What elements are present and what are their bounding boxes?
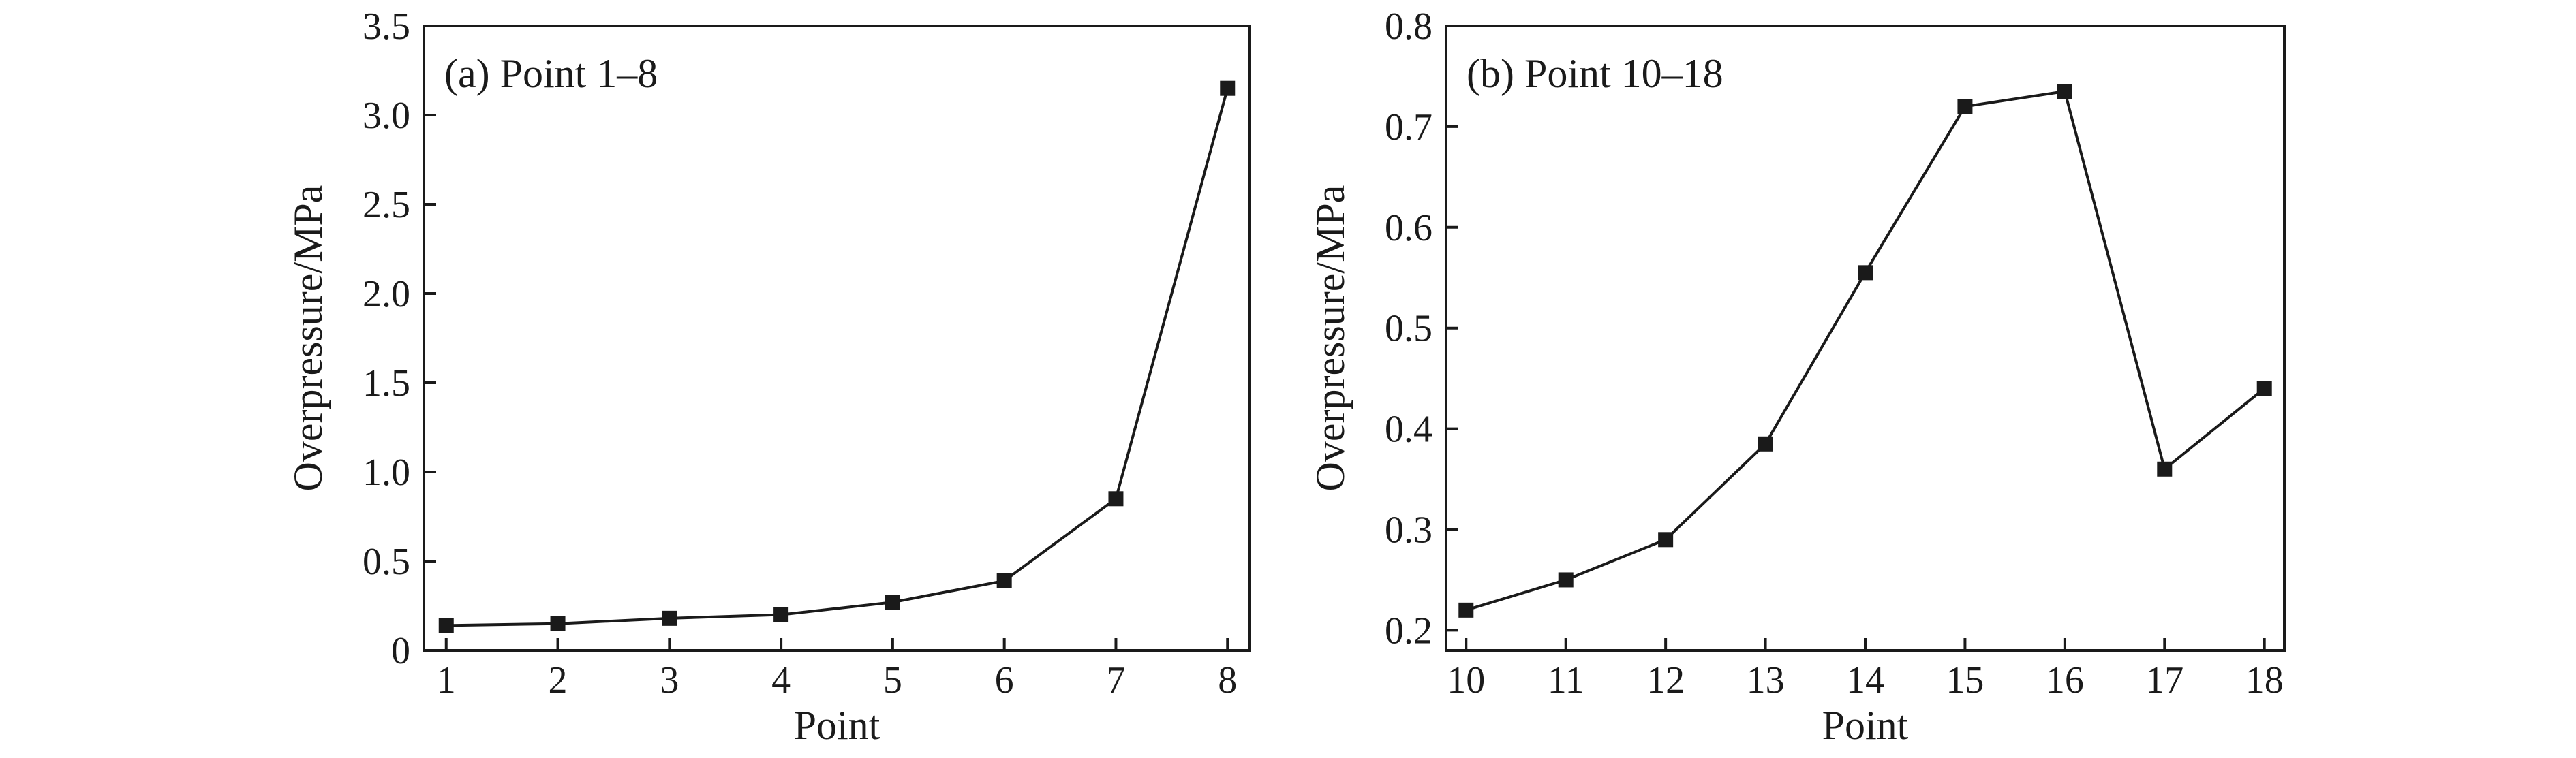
- x-tick-label-a: 6: [995, 659, 1014, 701]
- y-tick-label-b: 0.8: [1385, 5, 1432, 48]
- y-tick-label-b: 0.3: [1385, 509, 1432, 552]
- data-point-b: [1458, 602, 1474, 618]
- panel-title-a: (a) Point 1–8: [444, 51, 658, 96]
- data-point-b: [2057, 84, 2072, 99]
- y-tick-label-a: 2.5: [363, 184, 410, 226]
- x-axis-label-a: Point: [794, 703, 880, 748]
- y-tick-label-b: 0.6: [1385, 207, 1432, 249]
- data-point-a: [996, 573, 1012, 588]
- x-tick-label-b: 12: [1646, 659, 1685, 701]
- data-point-b: [1758, 436, 1773, 452]
- x-tick-label-b: 13: [1747, 659, 1785, 701]
- x-tick-label-b: 15: [1946, 659, 1984, 701]
- y-axis-label-b: Overpressure/MPa: [1308, 185, 1353, 492]
- x-tick-label-b: 18: [2245, 659, 2284, 701]
- data-point-a: [438, 618, 454, 633]
- y-tick-label-b: 0.5: [1385, 308, 1432, 350]
- x-tick-label-b: 16: [2046, 659, 2084, 701]
- x-tick-label-b: 17: [2145, 659, 2183, 701]
- x-tick-label-a: 4: [771, 659, 791, 701]
- y-tick-label-b: 0.7: [1385, 106, 1432, 148]
- x-tick-label-a: 1: [437, 659, 456, 701]
- x-tick-label-b: 10: [1447, 659, 1485, 701]
- chart-panel-a: 1 2 3 4 5 6 7 8 0 0.5 1.0 1.5 2.0 2.5 3.0 3.5 Point Overp…: [286, 5, 1251, 748]
- chart-panel-b: 10 11 12 13 14 15 16 17 18 0.2 0.3 0.4 0.5 0.6 0.7 0.8 P…: [1308, 5, 2286, 748]
- series-line-a: [446, 88, 1229, 627]
- y-tick-label-a: 0: [391, 630, 410, 672]
- x-tick-label-a: 8: [1218, 659, 1237, 701]
- y-axis-label-a: Overpressure/MPa: [286, 185, 331, 492]
- x-tick-label-a: 3: [660, 659, 679, 701]
- y-tick-label-a: 1.5: [363, 362, 410, 405]
- data-point-b: [1658, 532, 1674, 548]
- data-point-a: [1220, 80, 1236, 96]
- series-line-b: [1465, 89, 2265, 612]
- data-point-b: [2157, 461, 2173, 477]
- y-tick-label-a: 2.0: [363, 273, 410, 315]
- x-tick-label-b: 14: [1846, 659, 1884, 701]
- data-point-b: [1558, 572, 1574, 588]
- y-tick-label-a: 1.0: [363, 452, 410, 494]
- data-point-a: [773, 607, 789, 622]
- x-axis-label-b: Point: [1822, 703, 1909, 748]
- data-point-b: [1957, 99, 1973, 114]
- data-point-a: [1108, 491, 1124, 507]
- y-tick-label-a: 3.0: [363, 95, 410, 137]
- data-point-a: [662, 610, 677, 626]
- y-tick-label-b: 0.2: [1385, 610, 1432, 652]
- panel-title-b: (b) Point 10–18: [1467, 51, 1723, 96]
- plot-frame-a: [423, 25, 1251, 652]
- x-tick-label-a: 2: [549, 659, 568, 701]
- y-tick-label-a: 3.5: [363, 5, 410, 48]
- x-tick-label-a: 7: [1106, 659, 1125, 701]
- data-point-a: [885, 595, 900, 610]
- data-point-b: [1858, 265, 1873, 281]
- x-tick-label-a: 5: [883, 659, 902, 701]
- plot-frame-b: [1445, 25, 2286, 652]
- data-point-b: [2256, 381, 2272, 396]
- y-tick-label-a: 0.5: [363, 541, 410, 583]
- data-point-a: [550, 616, 566, 631]
- y-tick-label-b: 0.4: [1385, 409, 1432, 451]
- x-tick-label-b: 11: [1548, 659, 1584, 701]
